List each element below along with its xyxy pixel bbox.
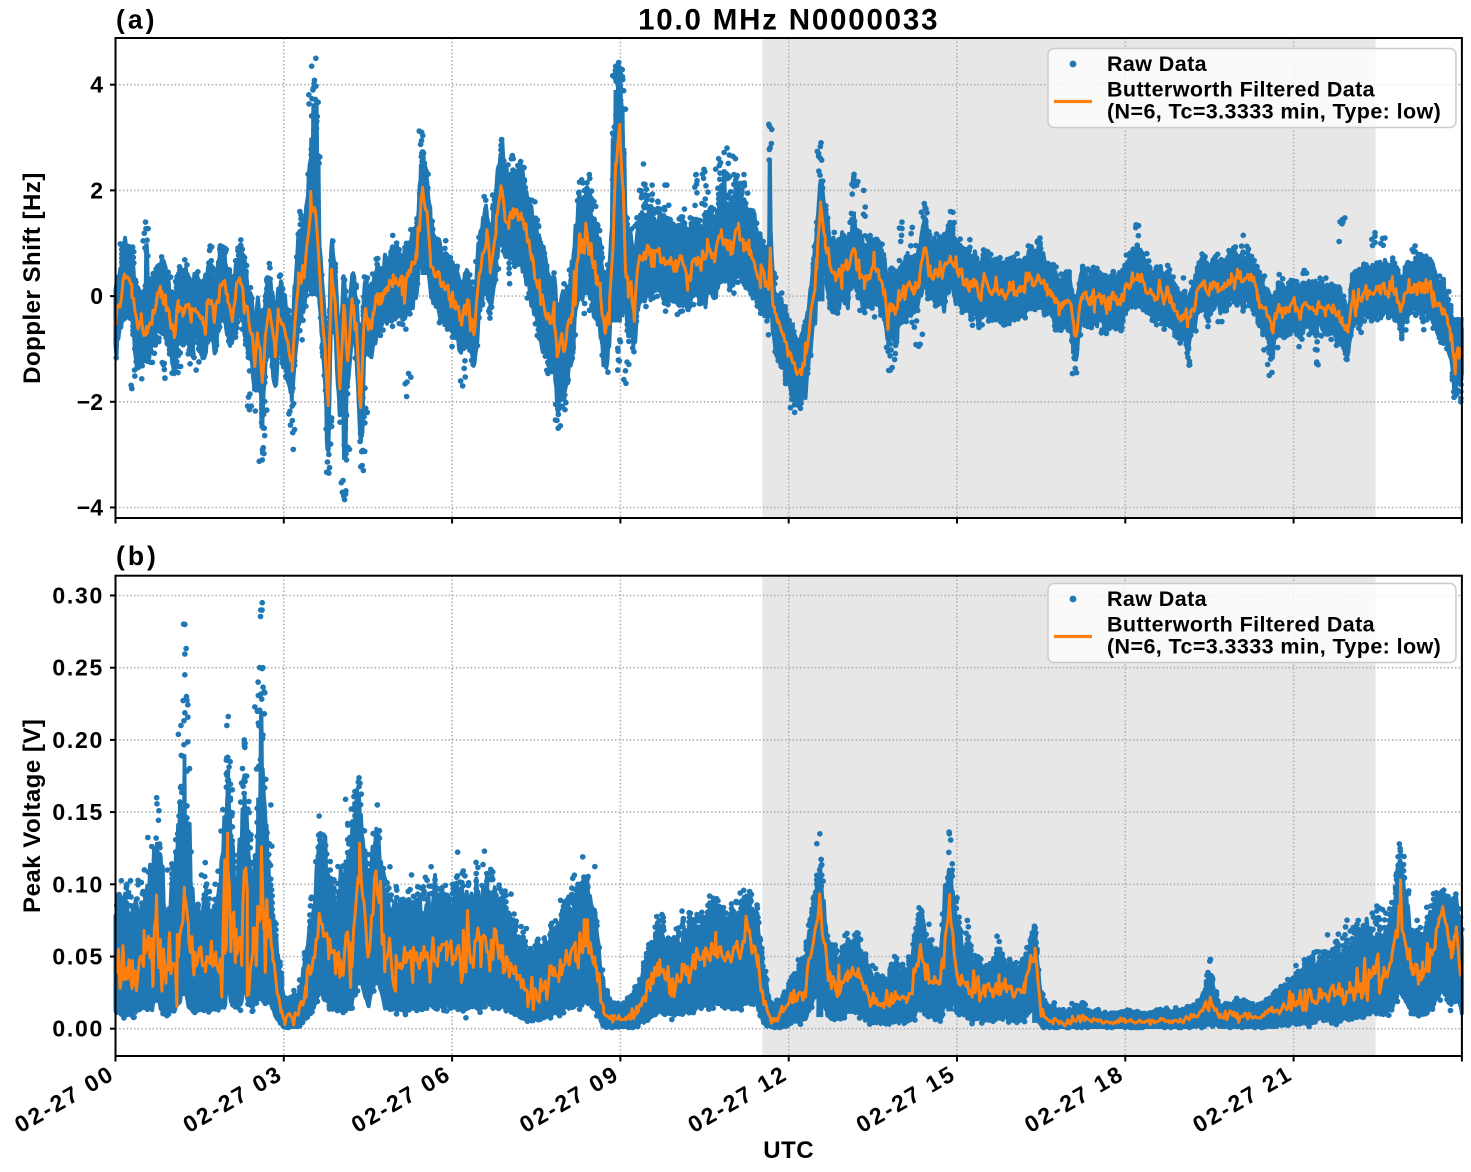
svg-text:0.25: 0.25 [52, 655, 104, 681]
svg-text:Butterworth Filtered Data: Butterworth Filtered Data [1107, 78, 1376, 102]
svg-text:0: 0 [90, 283, 103, 309]
svg-text:0.05: 0.05 [52, 944, 104, 970]
svg-text:2: 2 [90, 177, 103, 203]
svg-text:0.20: 0.20 [52, 727, 104, 753]
svg-text:UTC: UTC [763, 1137, 814, 1164]
svg-text:−2: −2 [77, 389, 103, 415]
svg-text:0.10: 0.10 [52, 871, 104, 897]
svg-text:4: 4 [90, 72, 103, 98]
svg-text:10.0 MHz N0000033: 10.0 MHz N0000033 [638, 3, 939, 36]
svg-text:Doppler Shift [Hz]: Doppler Shift [Hz] [19, 172, 46, 384]
svg-text:Raw Data: Raw Data [1107, 587, 1208, 611]
svg-text:0.15: 0.15 [52, 799, 104, 825]
svg-text:0.00: 0.00 [52, 1016, 104, 1042]
svg-text:Peak Voltage [V]: Peak Voltage [V] [19, 719, 46, 913]
svg-text:(N=6, Tc=3.3333 min, Type: low: (N=6, Tc=3.3333 min, Type: low) [1107, 100, 1441, 124]
svg-text:(b): (b) [116, 541, 159, 571]
svg-text:(N=6, Tc=3.3333 min, Type: low: (N=6, Tc=3.3333 min, Type: low) [1107, 635, 1441, 659]
svg-text:Raw Data: Raw Data [1107, 52, 1208, 76]
svg-text:0.30: 0.30 [52, 583, 104, 609]
svg-text:Butterworth Filtered Data: Butterworth Filtered Data [1107, 613, 1376, 637]
svg-text:(a): (a) [116, 5, 157, 35]
svg-text:−4: −4 [77, 495, 103, 521]
